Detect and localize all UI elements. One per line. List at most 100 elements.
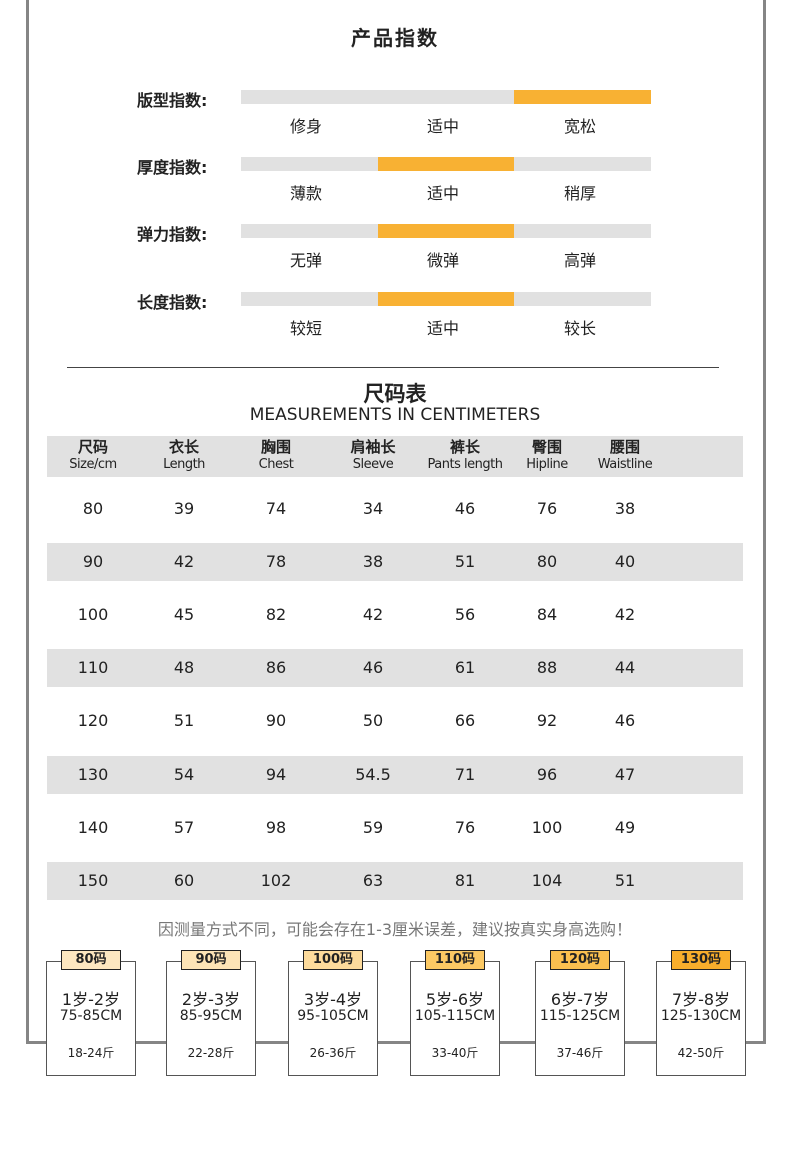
table-cell: 39 [173,499,195,518]
index-bar [241,157,652,171]
index-option: 无弹 [289,251,322,270]
table-cell: 54 [173,764,195,784]
table-header-cell: 肩袖长 Sleeve [318,438,428,474]
table-cell: 56 [454,605,476,625]
table-cell: 76 [536,499,558,518]
table-header-cell: 胸围 Chest [221,438,331,474]
age-range: 1岁-2岁 [61,990,121,1009]
table-header-cell: 衣长 Length [129,438,239,474]
index-bar [241,224,652,238]
age-range: 2岁-3岁 [181,990,241,1009]
index-option: 修身 [289,117,322,136]
measurement-note: 因测量方式不同，可能会存在1-3厘米误差，建议按真实身高选购！ [157,920,633,939]
table-cell: 45 [173,605,195,625]
index-option: 高弹 [563,251,596,270]
size-table-header: 尺码 Size/cm 衣长 Length 胸围 Chest 肩袖长 Sleeve 裤长 Pants… [47,436,743,477]
frame-border-left [26,0,29,1044]
table-cell: 57 [173,817,195,837]
index-option: 薄款 [289,184,322,203]
index-bar-segment [514,90,652,104]
table-row: 130 54 94 54.5 71 96 47 [47,755,743,794]
header-en: Pants length [427,457,503,472]
table-cell: 46 [362,658,384,678]
size-card: 80码 1岁-2岁 75-85CM 18-24斤 [46,950,136,1076]
index-bar-segment [377,292,515,306]
weight-range: 18-24斤 [67,1046,115,1060]
size-chart-title: 尺码表 [363,382,427,406]
index-bar-segment [514,292,652,306]
index-option: 适中 [426,319,459,338]
table-header-cell: 腰围 Waistline [570,438,680,474]
table-cell: 63 [362,870,384,890]
header-en: Sleeve [352,457,394,472]
index-bar-segment [241,157,378,171]
table-cell: 96 [536,764,558,784]
table-cell: 66 [454,711,476,731]
table-cell: 140 [77,817,109,837]
table-cell: 40 [614,552,636,572]
table-cell: 120 [77,711,109,731]
header-en: Size/cm [69,457,117,472]
table-cell: 47 [614,764,636,784]
header-cn: 胸围 [260,438,291,456]
header-en: Waistline [597,457,653,472]
table-cell: 61 [454,658,476,678]
table-cell: 90 [265,711,287,731]
table-cell: 98 [265,817,287,837]
header-en: Length [163,457,205,472]
weight-range: 26-36斤 [309,1046,357,1060]
size-tag: 100码 [303,950,363,970]
header-cn: 腰围 [609,438,640,456]
table-row: 150 60 102 63 81 104 51 [47,861,743,900]
height-range: 95-105CM [297,1008,369,1024]
table-cell: 81 [454,870,476,890]
table-cell: 104 [531,870,563,890]
table-cell: 82 [265,605,287,625]
age-range: 5岁-6岁 [425,990,485,1009]
frame-border-right [763,0,766,1044]
table-cell: 100 [531,817,563,837]
header-en: Chest [258,457,294,472]
table-header-cell: 尺码 Size/cm [38,438,148,474]
index-bar-segment [377,157,515,171]
table-cell: 42 [614,605,636,625]
table-cell: 44 [614,658,636,678]
index-option: 较短 [289,319,322,338]
size-tag: 120码 [550,950,610,970]
table-cell: 130 [77,764,109,784]
table-cell: 51 [454,552,476,572]
height-range: 85-95CM [179,1008,243,1024]
table-cell: 86 [265,658,287,678]
size-card: 130码 7岁-8岁 125-130CM 42-50斤 [656,950,746,1076]
size-card: 90码 2岁-3岁 85-95CM 22-28斤 [166,950,256,1076]
height-range: 125-130CM [660,1008,742,1024]
table-cell: 71 [454,764,476,784]
header-en: Hipline [526,457,568,472]
table-cell: 38 [362,552,384,572]
table-cell: 92 [536,711,558,731]
age-range: 3岁-4岁 [303,990,363,1009]
index-bar-segment [241,90,378,104]
table-row: 110 48 86 46 61 88 44 [47,649,743,688]
header-cn: 衣长 [168,438,199,456]
table-cell: 54.5 [355,764,391,784]
table-cell: 110 [77,658,109,678]
size-tag: 130码 [671,950,731,970]
table-cell: 100 [77,605,109,625]
table-row: 140 57 98 59 76 100 49 [47,809,743,847]
table-header-cell: 裤长 Pants length [410,438,520,474]
table-cell: 49 [614,817,636,837]
table-cell: 84 [536,605,558,625]
size-tag: 90码 [181,950,241,970]
table-cell: 80 [536,552,558,572]
table-row: 100 45 82 42 56 84 42 [47,596,743,634]
table-row: 80 39 74 34 46 76 38 [47,490,743,528]
table-header-cell: 臀围 Hipline [492,438,602,474]
index-label: 厚度指数: [137,158,208,177]
section-divider [67,367,719,368]
size-card: 100码 3岁-4岁 95-105CM 26-36斤 [288,950,378,1076]
index-option: 较长 [563,319,596,338]
table-cell: 74 [265,499,287,518]
table-cell: 48 [173,658,195,678]
index-bar-segment [241,292,378,306]
